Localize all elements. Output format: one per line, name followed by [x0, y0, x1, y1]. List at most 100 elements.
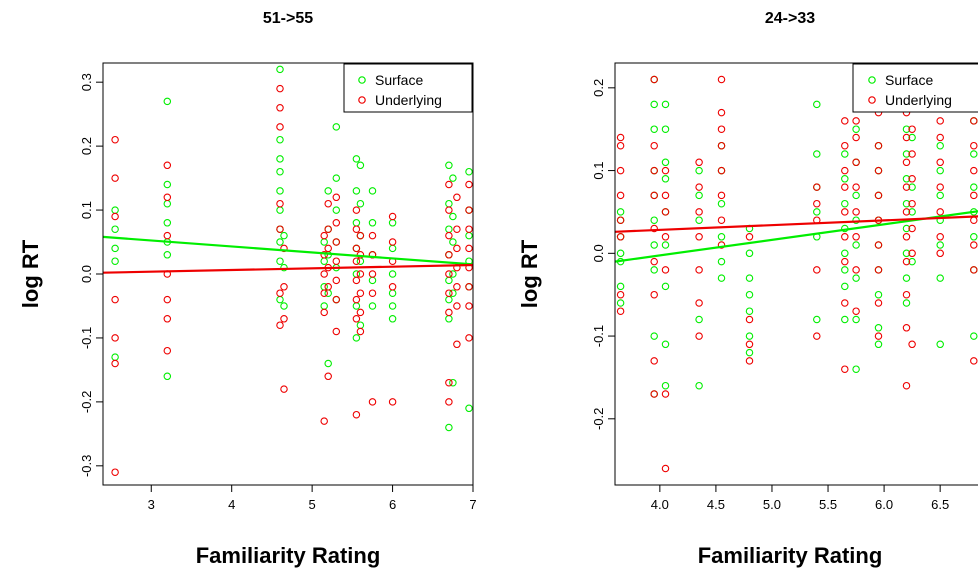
- data-point-surface: [368, 187, 377, 195]
- data-point-underlying: [695, 299, 703, 307]
- data-point-surface: [717, 274, 726, 282]
- data-point-surface: [874, 340, 883, 349]
- data-point-underlying: [970, 191, 978, 200]
- chart-panel-right: 24->33 4.0 4.5 5.0 5.5 6.0 6.5 -0.2 -0.1 0.0 0.1…: [517, 10, 978, 568]
- data-point-underlying: [320, 417, 328, 425]
- data-point-surface: [908, 133, 916, 142]
- data-point-underlying: [356, 289, 365, 297]
- data-point-underlying: [616, 307, 625, 315]
- data-point-surface: [356, 161, 365, 170]
- data-point-surface: [650, 125, 658, 133]
- y-tick-label: 0.3: [79, 73, 94, 91]
- data-point-underlying: [717, 141, 726, 150]
- data-point-underlying: [841, 233, 849, 241]
- data-point-surface: [368, 302, 377, 310]
- data-point-underlying: [111, 359, 119, 368]
- data-point-surface: [352, 334, 361, 342]
- data-point-underlying: [616, 233, 625, 241]
- data-point-underlying: [661, 266, 670, 274]
- data-point-underlying: [465, 334, 473, 342]
- data-point-surface: [388, 289, 397, 297]
- y-tick-label: -0.2: [79, 391, 94, 413]
- data-point-underlying: [936, 183, 944, 191]
- data-point-underlying: [902, 233, 911, 241]
- data-point-surface: [276, 257, 284, 265]
- data-point-surface: [356, 321, 365, 329]
- x-tick-label: 6: [389, 497, 396, 512]
- data-point-underlying: [970, 216, 978, 224]
- data-point-surface: [661, 158, 670, 167]
- data-point-underlying: [695, 183, 703, 191]
- data-point-surface: [661, 100, 670, 109]
- legend: Surface Underlying: [852, 63, 978, 113]
- data-point-underlying: [465, 180, 473, 189]
- data-point-surface: [352, 219, 361, 227]
- y-tick-label: -0.1: [79, 327, 94, 349]
- data-point-surface: [970, 150, 978, 158]
- data-point-underlying: [874, 241, 883, 249]
- data-point-underlying: [852, 208, 860, 216]
- data-point-underlying: [352, 315, 361, 323]
- data-point-surface: [661, 241, 670, 249]
- data-point-underlying: [970, 357, 978, 365]
- data-point-underlying: [813, 199, 821, 208]
- data-point-surface: [276, 206, 284, 214]
- data-point-underlying: [163, 346, 172, 355]
- data-point-underlying: [661, 390, 670, 398]
- data-point-surface: [970, 233, 978, 241]
- data-point-surface: [163, 97, 172, 106]
- data-point-surface: [745, 332, 754, 340]
- data-point-underlying: [276, 199, 284, 208]
- data-point-surface: [695, 191, 703, 200]
- data-point-surface: [276, 155, 284, 163]
- data-point-surface: [936, 191, 944, 200]
- data-point-surface: [163, 372, 172, 381]
- data-point-underlying: [695, 233, 703, 241]
- legend-box: [852, 63, 978, 113]
- data-point-surface: [650, 216, 658, 224]
- data-point-underlying: [970, 117, 978, 125]
- data-point-surface: [661, 175, 670, 183]
- data-point-underlying: [616, 133, 625, 142]
- data-point-surface: [695, 216, 703, 224]
- data-point-surface: [717, 199, 726, 208]
- data-point-underlying: [332, 276, 341, 285]
- legend-label-surface: Surface: [885, 72, 933, 88]
- data-point-surface: [813, 150, 821, 158]
- legend-marker-surface: [358, 76, 366, 84]
- data-point-underlying: [368, 398, 377, 406]
- legend-marker-surface: [868, 76, 876, 84]
- data-point-underlying: [276, 104, 284, 112]
- data-point-surface: [280, 302, 288, 310]
- data-point-underlying: [970, 266, 978, 274]
- data-point-underlying: [717, 166, 726, 175]
- data-point-surface: [695, 381, 703, 390]
- data-point-surface: [661, 340, 670, 349]
- data-point-surface: [449, 289, 457, 297]
- data-point-underlying: [445, 251, 453, 259]
- chart-title: 24->33: [765, 10, 815, 27]
- data-point-underlying: [745, 233, 754, 241]
- data-point-underlying: [111, 212, 119, 221]
- data-point-surface: [445, 276, 453, 285]
- data-point-underlying: [650, 166, 658, 175]
- data-point-surface: [902, 125, 911, 133]
- data-point-underlying: [320, 251, 328, 259]
- data-point-surface: [352, 187, 361, 195]
- data-point-underlying: [874, 332, 883, 340]
- data-point-surface: [902, 224, 911, 233]
- plot-frame: [102, 62, 474, 486]
- data-point-underlying: [445, 270, 453, 278]
- data-point-underlying: [902, 324, 911, 332]
- data-point-underlying: [352, 206, 361, 214]
- data-point-surface: [163, 180, 172, 189]
- data-point-underlying: [852, 133, 860, 142]
- data-point-underlying: [650, 141, 658, 150]
- data-point-underlying: [465, 283, 473, 291]
- data-point-surface: [852, 365, 860, 373]
- data-point-surface: [902, 175, 911, 183]
- data-point-underlying: [902, 133, 911, 142]
- data-point-underlying: [163, 193, 172, 202]
- data-point-surface: [276, 135, 284, 144]
- data-point-underlying: [368, 289, 377, 297]
